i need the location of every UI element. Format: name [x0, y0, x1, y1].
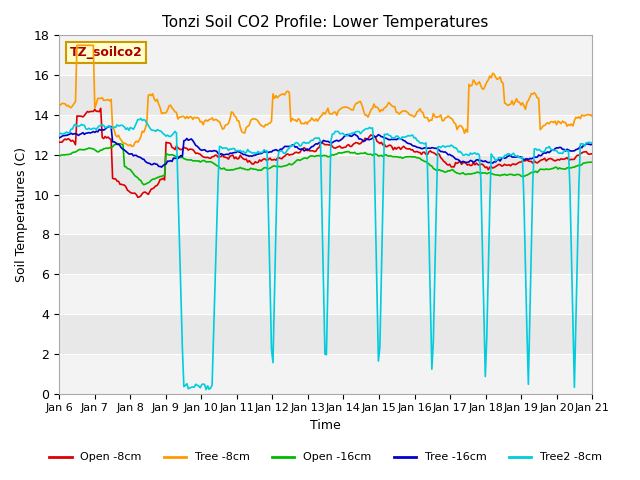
Bar — [59, 274, 592, 314]
Text: TZ_soilco2: TZ_soilco2 — [70, 46, 143, 59]
Legend: Open -8cm, Tree -8cm, Open -16cm, Tree -16cm, Tree2 -8cm: Open -8cm, Tree -8cm, Open -16cm, Tree -… — [45, 448, 607, 467]
Bar — [59, 115, 592, 155]
X-axis label: Time: Time — [310, 419, 341, 432]
Title: Tonzi Soil CO2 Profile: Lower Temperatures: Tonzi Soil CO2 Profile: Lower Temperatur… — [163, 15, 489, 30]
Bar — [59, 194, 592, 234]
Bar — [59, 36, 592, 75]
Bar — [59, 354, 592, 394]
Y-axis label: Soil Temperatures (C): Soil Temperatures (C) — [15, 147, 28, 282]
